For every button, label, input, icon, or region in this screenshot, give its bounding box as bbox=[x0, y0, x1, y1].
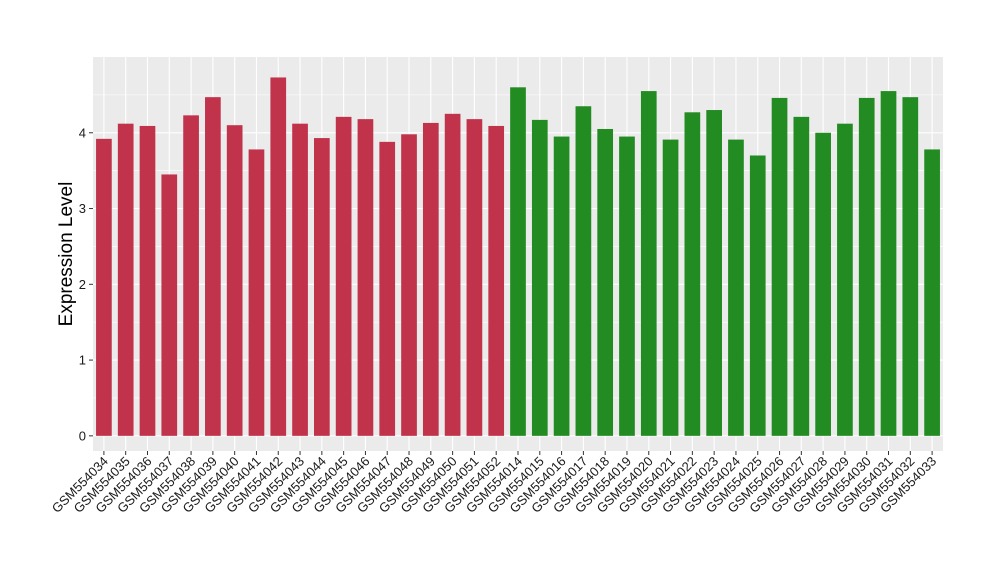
y-tick-label: 1 bbox=[79, 353, 86, 368]
bar bbox=[728, 139, 744, 436]
y-tick-label: 2 bbox=[79, 277, 86, 292]
bar bbox=[292, 123, 308, 436]
bar bbox=[793, 116, 810, 436]
bar bbox=[96, 138, 112, 436]
bar bbox=[837, 123, 853, 436]
bar bbox=[640, 91, 657, 436]
bar bbox=[357, 119, 374, 436]
y-tick-label: 4 bbox=[79, 125, 86, 140]
bar bbox=[335, 116, 352, 436]
bar bbox=[270, 77, 287, 436]
bar bbox=[510, 87, 526, 436]
bar bbox=[183, 115, 199, 436]
bar bbox=[858, 97, 875, 436]
bar bbox=[619, 136, 635, 436]
bar bbox=[139, 125, 156, 436]
y-tick-label: 0 bbox=[79, 428, 86, 443]
bar bbox=[379, 141, 396, 436]
bar bbox=[553, 136, 570, 436]
bar bbox=[575, 106, 592, 436]
x-axis: GSM554034GSM554035GSM554036GSM554037GSM5… bbox=[49, 451, 939, 516]
bar bbox=[488, 125, 505, 436]
bar bbox=[749, 155, 766, 436]
bar bbox=[444, 113, 461, 436]
bar bbox=[924, 149, 940, 436]
bar bbox=[248, 149, 265, 436]
bar bbox=[422, 122, 439, 436]
bar bbox=[815, 132, 831, 436]
bars bbox=[96, 77, 940, 436]
bar bbox=[531, 119, 548, 436]
bar bbox=[880, 91, 897, 436]
bar bbox=[401, 134, 417, 436]
bar bbox=[771, 97, 788, 436]
bar bbox=[662, 139, 679, 436]
bar bbox=[706, 110, 722, 436]
bar bbox=[226, 125, 243, 436]
y-axis-title: Expression Level bbox=[56, 182, 77, 327]
bar bbox=[117, 123, 134, 436]
bar bbox=[466, 119, 483, 436]
bar bbox=[161, 174, 178, 436]
bar bbox=[597, 128, 614, 436]
y-axis: 0 1 2 3 4 bbox=[79, 125, 93, 443]
bar bbox=[684, 112, 701, 436]
bar bbox=[314, 138, 330, 436]
bar bbox=[205, 97, 221, 436]
y-tick-label: 3 bbox=[79, 201, 86, 216]
bar bbox=[902, 97, 919, 436]
